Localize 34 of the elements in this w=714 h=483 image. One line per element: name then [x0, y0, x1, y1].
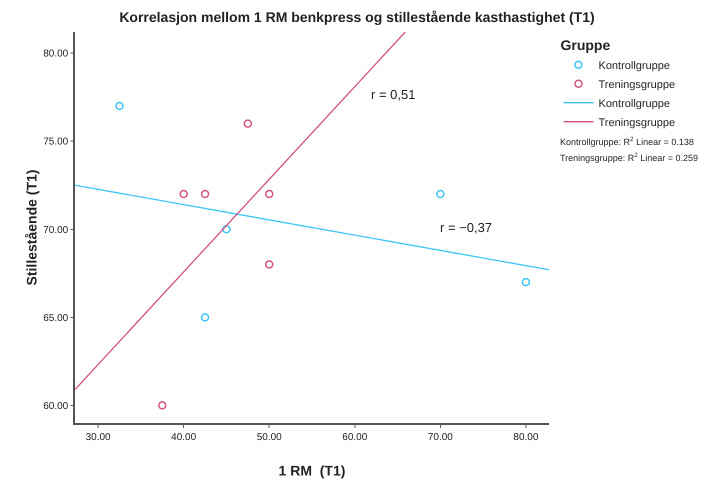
- point: [264, 260, 274, 269]
- y-tick-label: 65.00: [43, 312, 69, 324]
- x-tick-label: 60.00: [342, 432, 368, 443]
- point: [222, 225, 231, 234]
- legend-label: Treningsgruppe: [598, 78, 676, 91]
- x-tick-label: 70.00: [428, 432, 454, 443]
- point: [158, 401, 167, 410]
- point: [179, 190, 188, 198]
- point: [115, 102, 124, 110]
- y-tick-label: 60.00: [43, 400, 69, 412]
- x-tick-label: 30.00: [86, 432, 112, 443]
- annotation: r = −0,37: [440, 220, 492, 235]
- y-tick-label: 70.00: [43, 224, 69, 236]
- point: [200, 190, 210, 198]
- point: [200, 313, 210, 322]
- chart-title: Korrelasjon mellom 1 RM benkpress og stillestående kasthastighet (T1): [119, 8, 595, 25]
- point: [264, 190, 274, 198]
- legend-label: Kontrollgruppe: [598, 98, 670, 110]
- annotation: r = 0,51: [371, 87, 416, 102]
- x-tick-label: 50.00: [256, 432, 282, 443]
- y-tick-label: 75.00: [43, 136, 69, 148]
- point: [522, 278, 530, 286]
- x-axis-title: 1 RM (T1): [278, 462, 346, 478]
- point: [436, 190, 445, 198]
- x-tick-label: 40.00: [171, 432, 197, 443]
- point: [244, 119, 252, 128]
- text: Treningsgruppe: R$^{2}$ Linear = 0.259: [560, 152, 698, 163]
- x-tick-label: 80.00: [513, 432, 539, 443]
- legend-label: Treningsgruppe: [598, 116, 676, 129]
- y-tick-label: 80.00: [43, 48, 69, 60]
- text: Kontrollgruppe: R$^{2}$ Linear = 0.138: [560, 136, 694, 147]
- legend-label: Kontrollgruppe: [598, 60, 670, 72]
- y-axis-title: Stillestående (T1): [24, 170, 40, 286]
- legend-title: Gruppe: [560, 37, 610, 54]
